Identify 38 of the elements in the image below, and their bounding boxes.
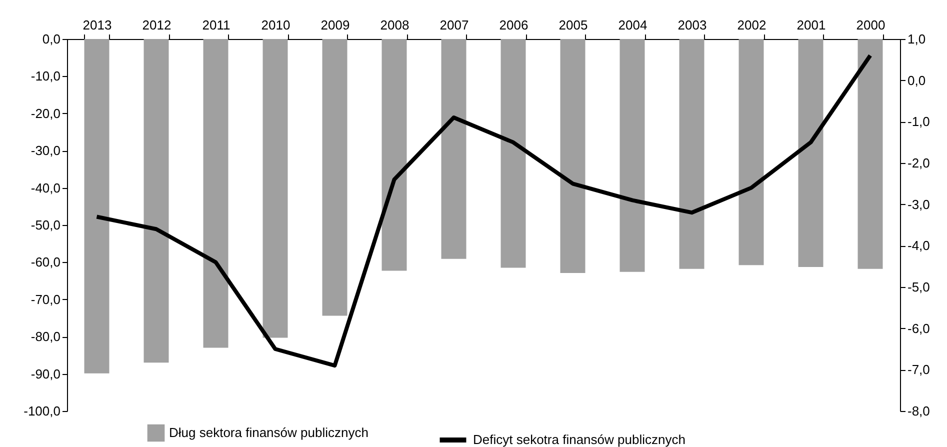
x-tick-label: 2002 <box>737 18 766 32</box>
y2-tick-label: -6,0 <box>908 320 930 336</box>
y-tick-label: -20,0 <box>30 106 60 121</box>
y-tick-label: -60,0 <box>30 254 60 270</box>
x-tick-label: 2012 <box>142 18 172 32</box>
y2-tick-label: -4,0 <box>908 238 930 254</box>
x-tick-label: 2011 <box>202 18 230 32</box>
y2-tick-label: -8,0 <box>908 404 930 418</box>
y2-tick-label: 0,0 <box>908 72 926 88</box>
y-tick-label: -70,0 <box>30 292 60 307</box>
y-tick-label: 0,0 <box>42 32 60 46</box>
y2-tick-label: -5,0 <box>908 280 930 294</box>
x-tick-label: 2000 <box>856 18 886 32</box>
y2-tick-label: -2,0 <box>908 156 930 170</box>
y-tick-label: -100,0 <box>24 404 60 418</box>
legend-label: Dług sektora finansów publicznych <box>169 425 368 440</box>
y-tick-label: -80,0 <box>30 329 60 344</box>
x-tick-label: 2003 <box>678 18 707 32</box>
y2-tick-label: 1,0 <box>908 32 926 46</box>
y-tick-label: -40,0 <box>30 180 60 196</box>
y-tick-label: -90,0 <box>30 366 60 382</box>
line-series <box>94 54 872 368</box>
y-tick-label: -50,0 <box>30 218 60 232</box>
legend-label: Deficyt sekotra finansów publicznych <box>473 432 686 447</box>
y2-tick-label: -3,0 <box>908 196 930 212</box>
x-tick-label: 2005 <box>558 18 588 32</box>
x-tick-label: 2013 <box>82 18 112 32</box>
x-tick-label: 2004 <box>618 18 648 32</box>
y2-tick-label: -7,0 <box>908 362 930 378</box>
x-tick-label: 2009 <box>320 18 350 32</box>
x-tick-label: 2007 <box>440 18 469 32</box>
x-tick-label: 2010 <box>261 18 290 32</box>
x-tick-label: 2001 <box>796 18 826 32</box>
x-tick-label: 2006 <box>499 18 528 32</box>
y-tick-label: -10,0 <box>30 68 60 84</box>
x-tick-label: 2008 <box>380 18 410 32</box>
y-tick-label: -30,0 <box>30 143 60 158</box>
y2-tick-label: -1,0 <box>908 114 930 130</box>
